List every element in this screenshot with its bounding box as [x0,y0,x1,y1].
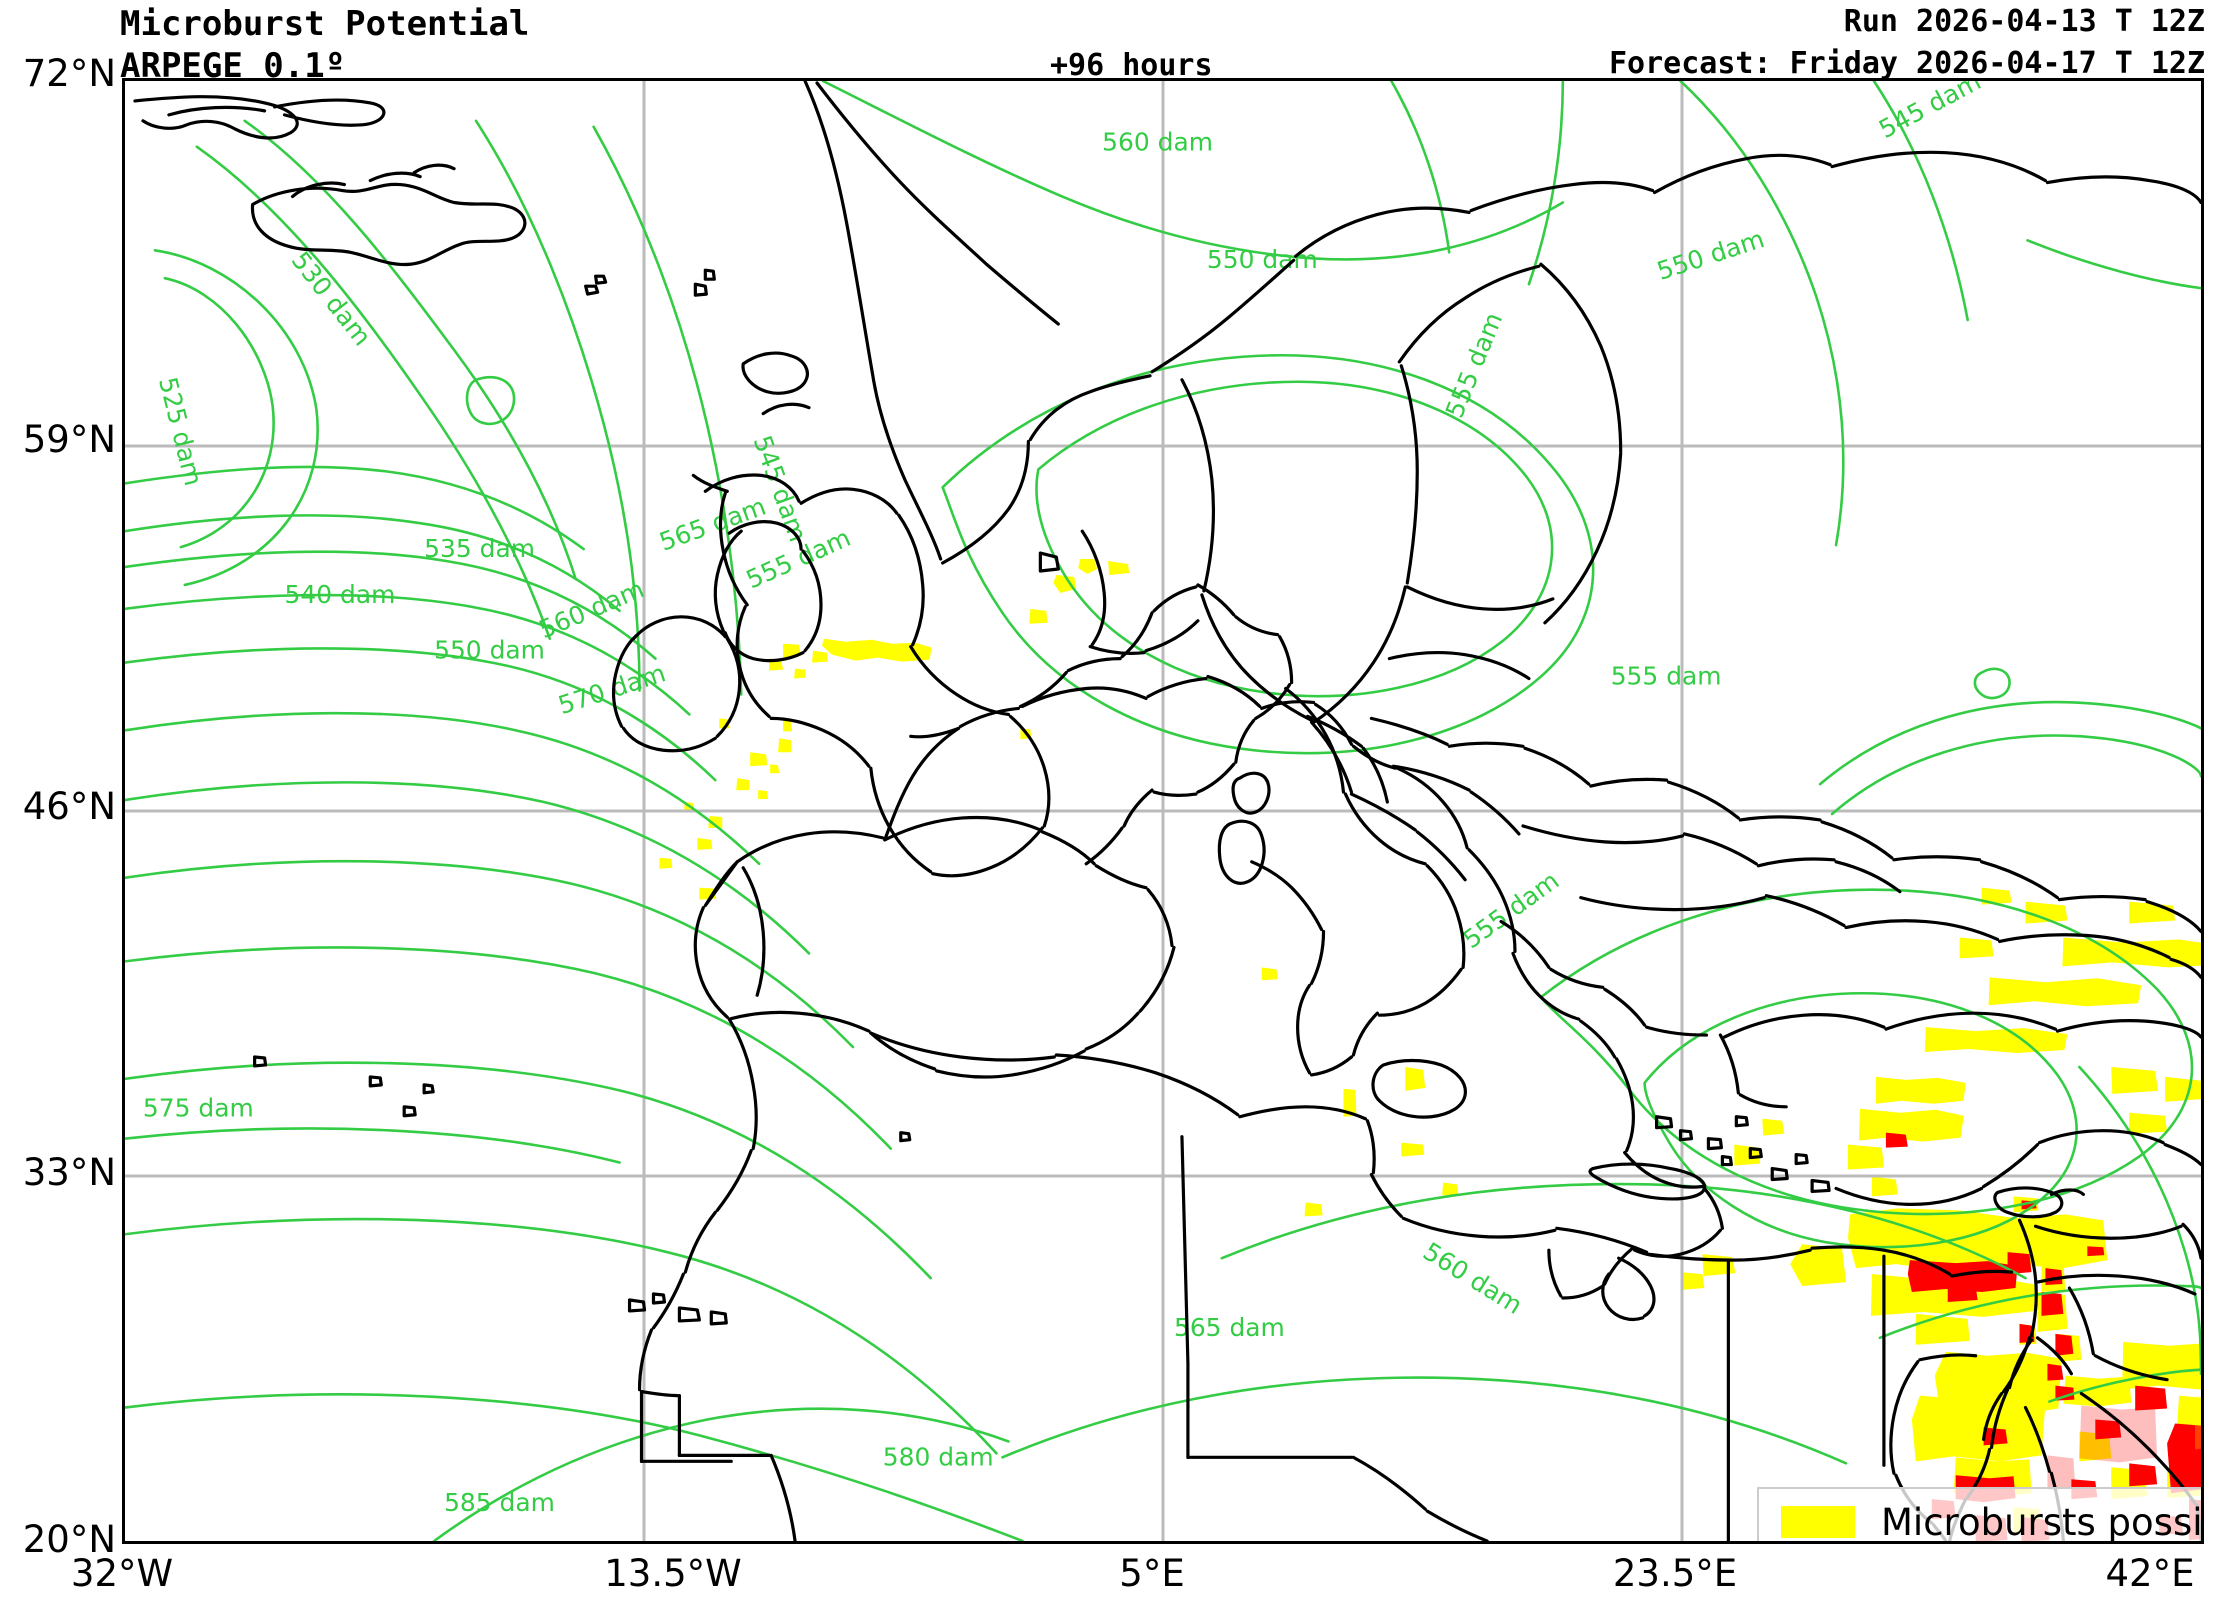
x-tick-1: 13.5°W [604,1552,742,1595]
x-tick-3: 23.5°E [1612,1552,1738,1595]
y-tick-0: 72°N [22,52,116,95]
contour-label-545a: 545 dam [748,432,813,546]
x-tick-2: 5°E [1119,1552,1185,1595]
contour-label-560b: 560 dam [535,574,648,644]
lead-time-label: +96 hours [1050,48,1213,83]
run-label: Run 2026-04-13 T 12Z [1843,4,2205,39]
contour-label-555d: 555 dam [1458,866,1565,955]
y-tick-4: 20°N [22,1518,116,1561]
legend-label-possible: Microbursts possible [1881,1500,2203,1544]
contour-label-580: 580 dam [883,1442,994,1471]
map-plot-area[interactable]: 525 dam 530 dam 535 dam 540 dam 545 dam … [122,78,2204,1544]
contour-label-535: 535 dam [424,534,535,563]
contour-label-550c: 550 dam [1653,224,1767,286]
contour-label-560c: 560 dam [1418,1237,1527,1320]
page-title: Microburst Potential [120,4,530,44]
contour-label-525: 525 dam [153,374,208,488]
contour-label-555b: 555 dam [1440,308,1508,422]
geopotential-contours [125,81,2201,1541]
x-tick-4: 42°E [2105,1552,2195,1595]
microbursts-possible-shading [659,559,2201,1534]
contour-label-575: 575 dam [143,1094,254,1123]
contour-label-540: 540 dam [285,580,396,609]
contour-label-565c: 565 dam [1174,1313,1285,1342]
y-tick-2: 46°N [22,785,116,828]
map-legend: Microbursts possible Microbursts likely [1757,1487,2203,1544]
contour-label-570: 570 dam [555,658,669,720]
legend-swatch-possible [1781,1506,1855,1538]
forecast-label: Forecast: Friday 2026-04-17 T 12Z [1608,46,2205,81]
legend-row-possible: Microbursts possible [1769,1497,2203,1544]
contour-label-560a: 560 dam [1102,128,1213,157]
contour-label-545b: 545 dam [1874,81,1986,144]
y-tick-1: 59°N [22,418,116,461]
x-tick-0: 32°W [70,1552,174,1595]
contour-label-550a: 550 dam [434,636,545,665]
map-svg: 525 dam 530 dam 535 dam 540 dam 545 dam … [125,81,2201,1541]
map-gridlines [125,81,2201,1541]
contour-label-555c: 555 dam [1611,662,1722,691]
contour-label-530: 530 dam [286,246,377,351]
y-tick-3: 33°N [22,1151,116,1194]
contour-label-585: 585 dam [444,1488,555,1517]
contour-label-550b: 550 dam [1207,245,1318,274]
map-coastlines-borders [133,81,2201,1541]
